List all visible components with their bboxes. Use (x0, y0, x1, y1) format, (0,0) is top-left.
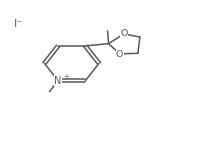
Text: O: O (116, 50, 123, 59)
Text: O: O (120, 29, 127, 38)
Text: I⁻: I⁻ (14, 19, 23, 29)
Text: +: + (63, 74, 69, 80)
Text: N: N (54, 76, 62, 86)
